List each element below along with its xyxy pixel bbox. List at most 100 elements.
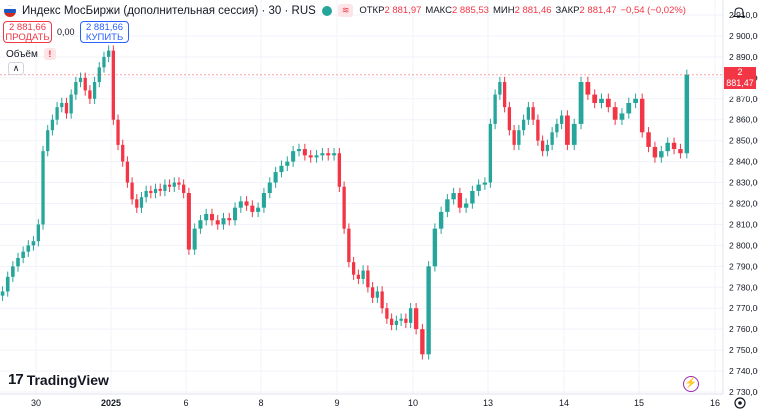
candle-body (308, 155, 313, 158)
y-tick-label: 2 830,00 (729, 178, 758, 188)
candle-body (221, 218, 226, 225)
open-value: 2 881,97 (384, 5, 422, 16)
candle-body (139, 197, 144, 208)
candle-body (238, 201, 243, 208)
candle-body (296, 149, 302, 152)
candle-body (279, 165, 284, 173)
y-tick-label: 2 870,00 (729, 94, 758, 104)
candle-body (153, 188, 158, 194)
candle-body (451, 193, 456, 200)
y-tick-label: 2 890,00 (729, 52, 758, 62)
candle-body (177, 182, 181, 185)
candle-body (326, 153, 331, 156)
candle-body (380, 291, 384, 309)
candle-body (337, 153, 342, 187)
close-label: ЗАКР (555, 5, 580, 16)
y-tick-label: 2 790,00 (729, 261, 758, 271)
collapse-legend-button[interactable]: ∧ (8, 62, 24, 75)
candle-body (69, 94, 73, 114)
candle-body (97, 67, 101, 83)
candle-body (60, 102, 64, 108)
change-value: −0,54 (−0,02%) (620, 5, 686, 16)
candle-body (291, 151, 296, 162)
candle-body (665, 142, 670, 152)
candle-body (612, 107, 618, 120)
low-label: МИН (492, 5, 515, 16)
ohlc-values: ОТКР2 881,97 МАКС2 885,53 МИН2 881,46 ЗА… (359, 5, 686, 16)
candle-body (626, 102, 632, 114)
candle-body (198, 220, 203, 229)
candle-body (46, 130, 50, 152)
y-tick-label: 2 840,00 (729, 157, 758, 167)
candle-body (619, 113, 625, 120)
candle-body (536, 119, 540, 141)
candle-body (273, 172, 278, 183)
candle-body (531, 107, 535, 120)
candle-body (550, 132, 554, 145)
sell-button[interactable]: 2 881,66 ПРОДАТЬ (3, 21, 52, 43)
time-axis: 30 2025 6 8 9 10 13 14 15 16 (31, 398, 720, 408)
candle-body (320, 153, 325, 156)
symbol-title[interactable]: Индекс МосБиржи (дополнительная сессия) … (22, 4, 316, 17)
candle-body (559, 115, 564, 124)
candle-body (413, 308, 419, 330)
candle-body (233, 207, 238, 221)
candle-body (565, 115, 570, 145)
candle-body (361, 270, 365, 279)
candle-body (158, 188, 162, 191)
candle-body (31, 241, 36, 246)
candle-body (250, 205, 255, 212)
sell-price: 2 881,66 (9, 22, 46, 33)
warning-icon[interactable]: ! (43, 48, 56, 60)
candle-body (445, 199, 450, 212)
settings-icon[interactable] (734, 397, 746, 409)
session-badge[interactable]: ≋ (337, 4, 354, 17)
candle-body (36, 224, 40, 242)
candle-body (244, 201, 249, 206)
x-tick-label: 15 (634, 398, 644, 408)
candle-body (342, 186, 346, 229)
candle-body (351, 262, 356, 275)
y-tick-label: 2 730,00 (729, 387, 758, 397)
alert-icon[interactable] (732, 7, 746, 17)
candle-body (167, 184, 172, 187)
candle-body (16, 257, 20, 267)
candle-body (507, 107, 512, 131)
candle-body (571, 123, 577, 145)
candle-body (192, 228, 197, 250)
countdown: 20:17 (728, 89, 752, 99)
buy-button[interactable]: 2 881,66 КУПИТЬ (80, 21, 129, 43)
candle-body (678, 149, 683, 154)
candle-body (111, 50, 115, 120)
candle-body (267, 182, 272, 194)
volume-label[interactable]: Объём (6, 48, 38, 60)
candle-body (50, 119, 55, 131)
candle-body (356, 274, 361, 279)
candle-body (302, 149, 307, 156)
candle-body (107, 50, 111, 57)
candle-body (470, 190, 475, 204)
tradingview-logo[interactable]: 17 TradingView (8, 371, 109, 388)
candle-body (599, 98, 604, 103)
market-status-icon[interactable] (321, 5, 332, 16)
candle-body (366, 270, 370, 288)
candle-body (585, 82, 591, 95)
candle-body (502, 82, 507, 108)
x-tick-label: 8 (258, 398, 263, 408)
candle-body (26, 245, 31, 252)
lightning-icon[interactable]: ⚡ (683, 376, 699, 392)
candle-body (163, 184, 167, 191)
candle-body (130, 182, 134, 200)
candle-body (261, 193, 266, 208)
candle-body (463, 203, 469, 208)
high-value: 2 885,53 (451, 5, 489, 16)
candle-body (314, 155, 319, 158)
candle-body (64, 102, 69, 114)
x-tick-label: 10 (408, 398, 418, 408)
candle-body (426, 266, 431, 355)
candle-body (555, 123, 559, 133)
candle-body (172, 182, 176, 187)
candle-body (135, 199, 139, 208)
candle-body (476, 184, 481, 191)
